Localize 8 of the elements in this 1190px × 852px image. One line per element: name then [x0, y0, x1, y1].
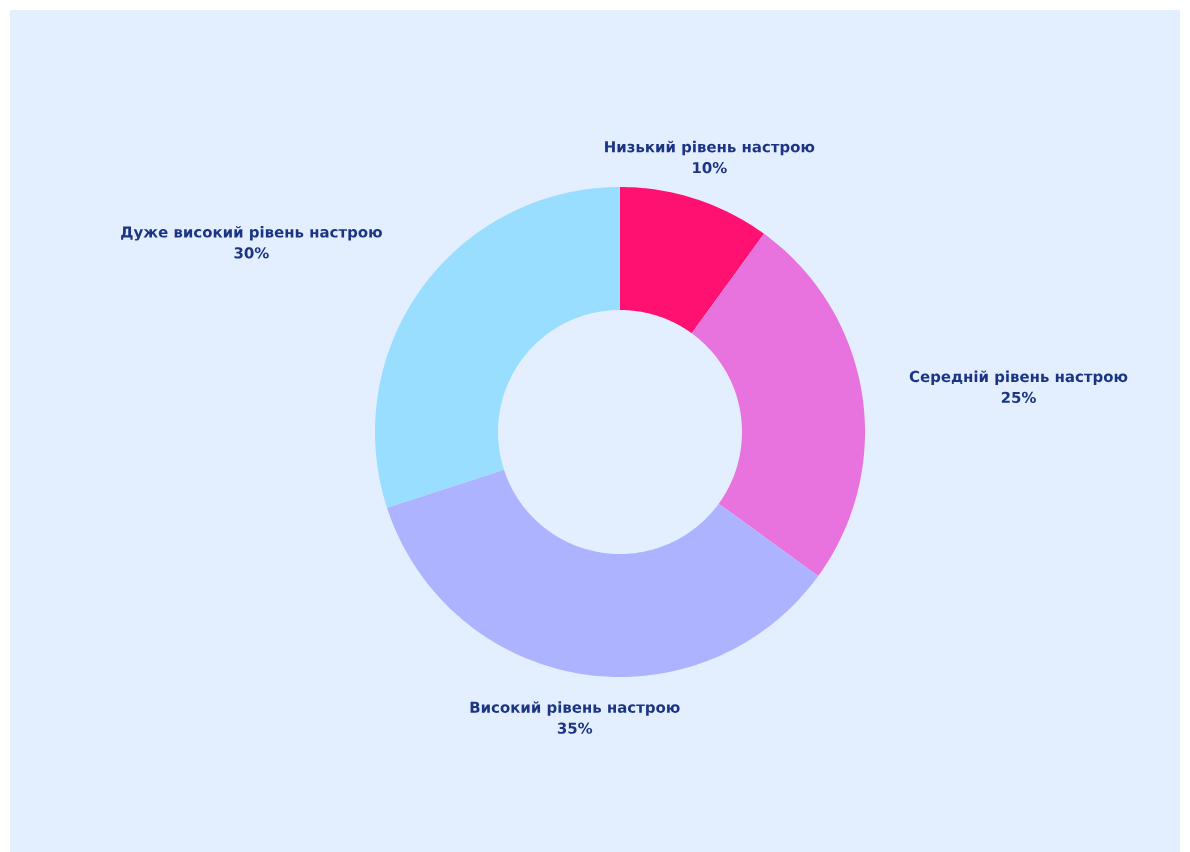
data-label: 30%: [234, 247, 269, 259]
slice-label: Низький рівень настрою: [605, 140, 815, 156]
slice-label: Дуже високий рівень настрою: [121, 225, 382, 241]
data-label: 35%: [557, 722, 593, 734]
data-label: 10%: [693, 162, 727, 174]
data-label: 25%: [1001, 391, 1036, 404]
slice-label: Високий рівень настрою: [470, 701, 680, 716]
slice-label: Середній рівень настрою: [909, 370, 1128, 386]
